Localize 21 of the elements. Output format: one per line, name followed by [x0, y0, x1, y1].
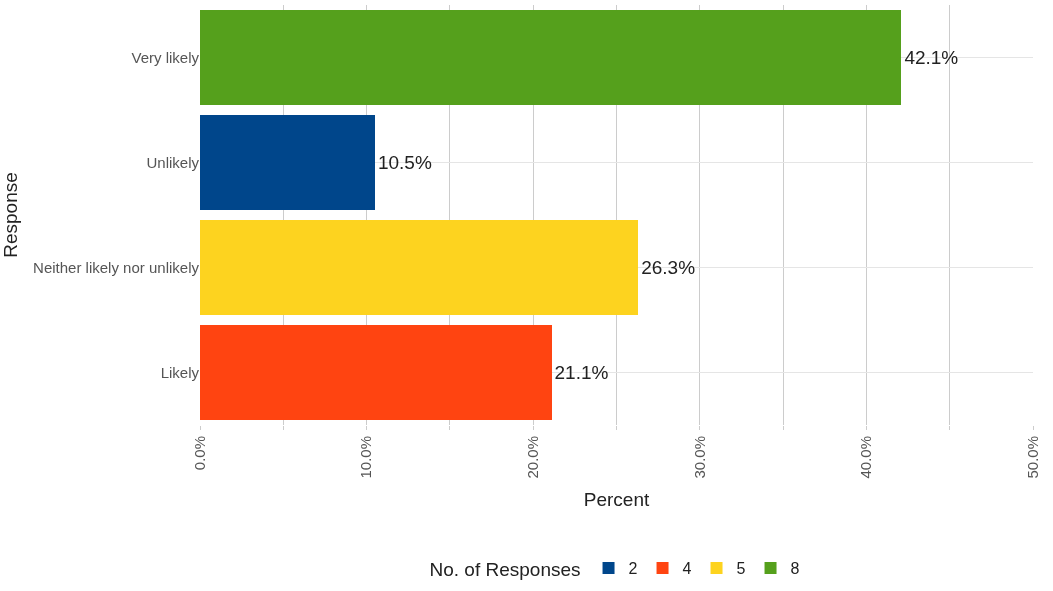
x-tick-label: 10.0% — [357, 436, 375, 479]
data-label: 26.3% — [641, 257, 696, 278]
legend-label: 2 — [628, 560, 638, 578]
y-axis-title: Response — [0, 172, 21, 258]
legend-title: No. of Responses — [429, 558, 581, 580]
y-tick-label: Very likely — [131, 48, 200, 66]
x-axis-title: Percent — [583, 489, 650, 511]
y-tick-label: Likely — [160, 363, 200, 381]
y-tick-label: Neither likely nor unlikely — [33, 258, 200, 276]
legend-label: 4 — [682, 560, 692, 578]
data-label: 10.5% — [377, 152, 432, 173]
x-tick-label: 20.0% — [524, 436, 542, 479]
x-tick-label: 30.0% — [690, 436, 708, 479]
data-label: 42.1% — [904, 47, 959, 68]
legend-label: 8 — [790, 560, 800, 578]
x-tick-label: 40.0% — [857, 436, 875, 479]
y-tick-label: Unlikely — [146, 153, 200, 171]
legend-label: 5 — [736, 560, 746, 578]
data-label: 21.1% — [554, 362, 609, 383]
x-tick-label: 50.0% — [1023, 436, 1041, 479]
x-tick-label: 0.0% — [190, 436, 208, 471]
